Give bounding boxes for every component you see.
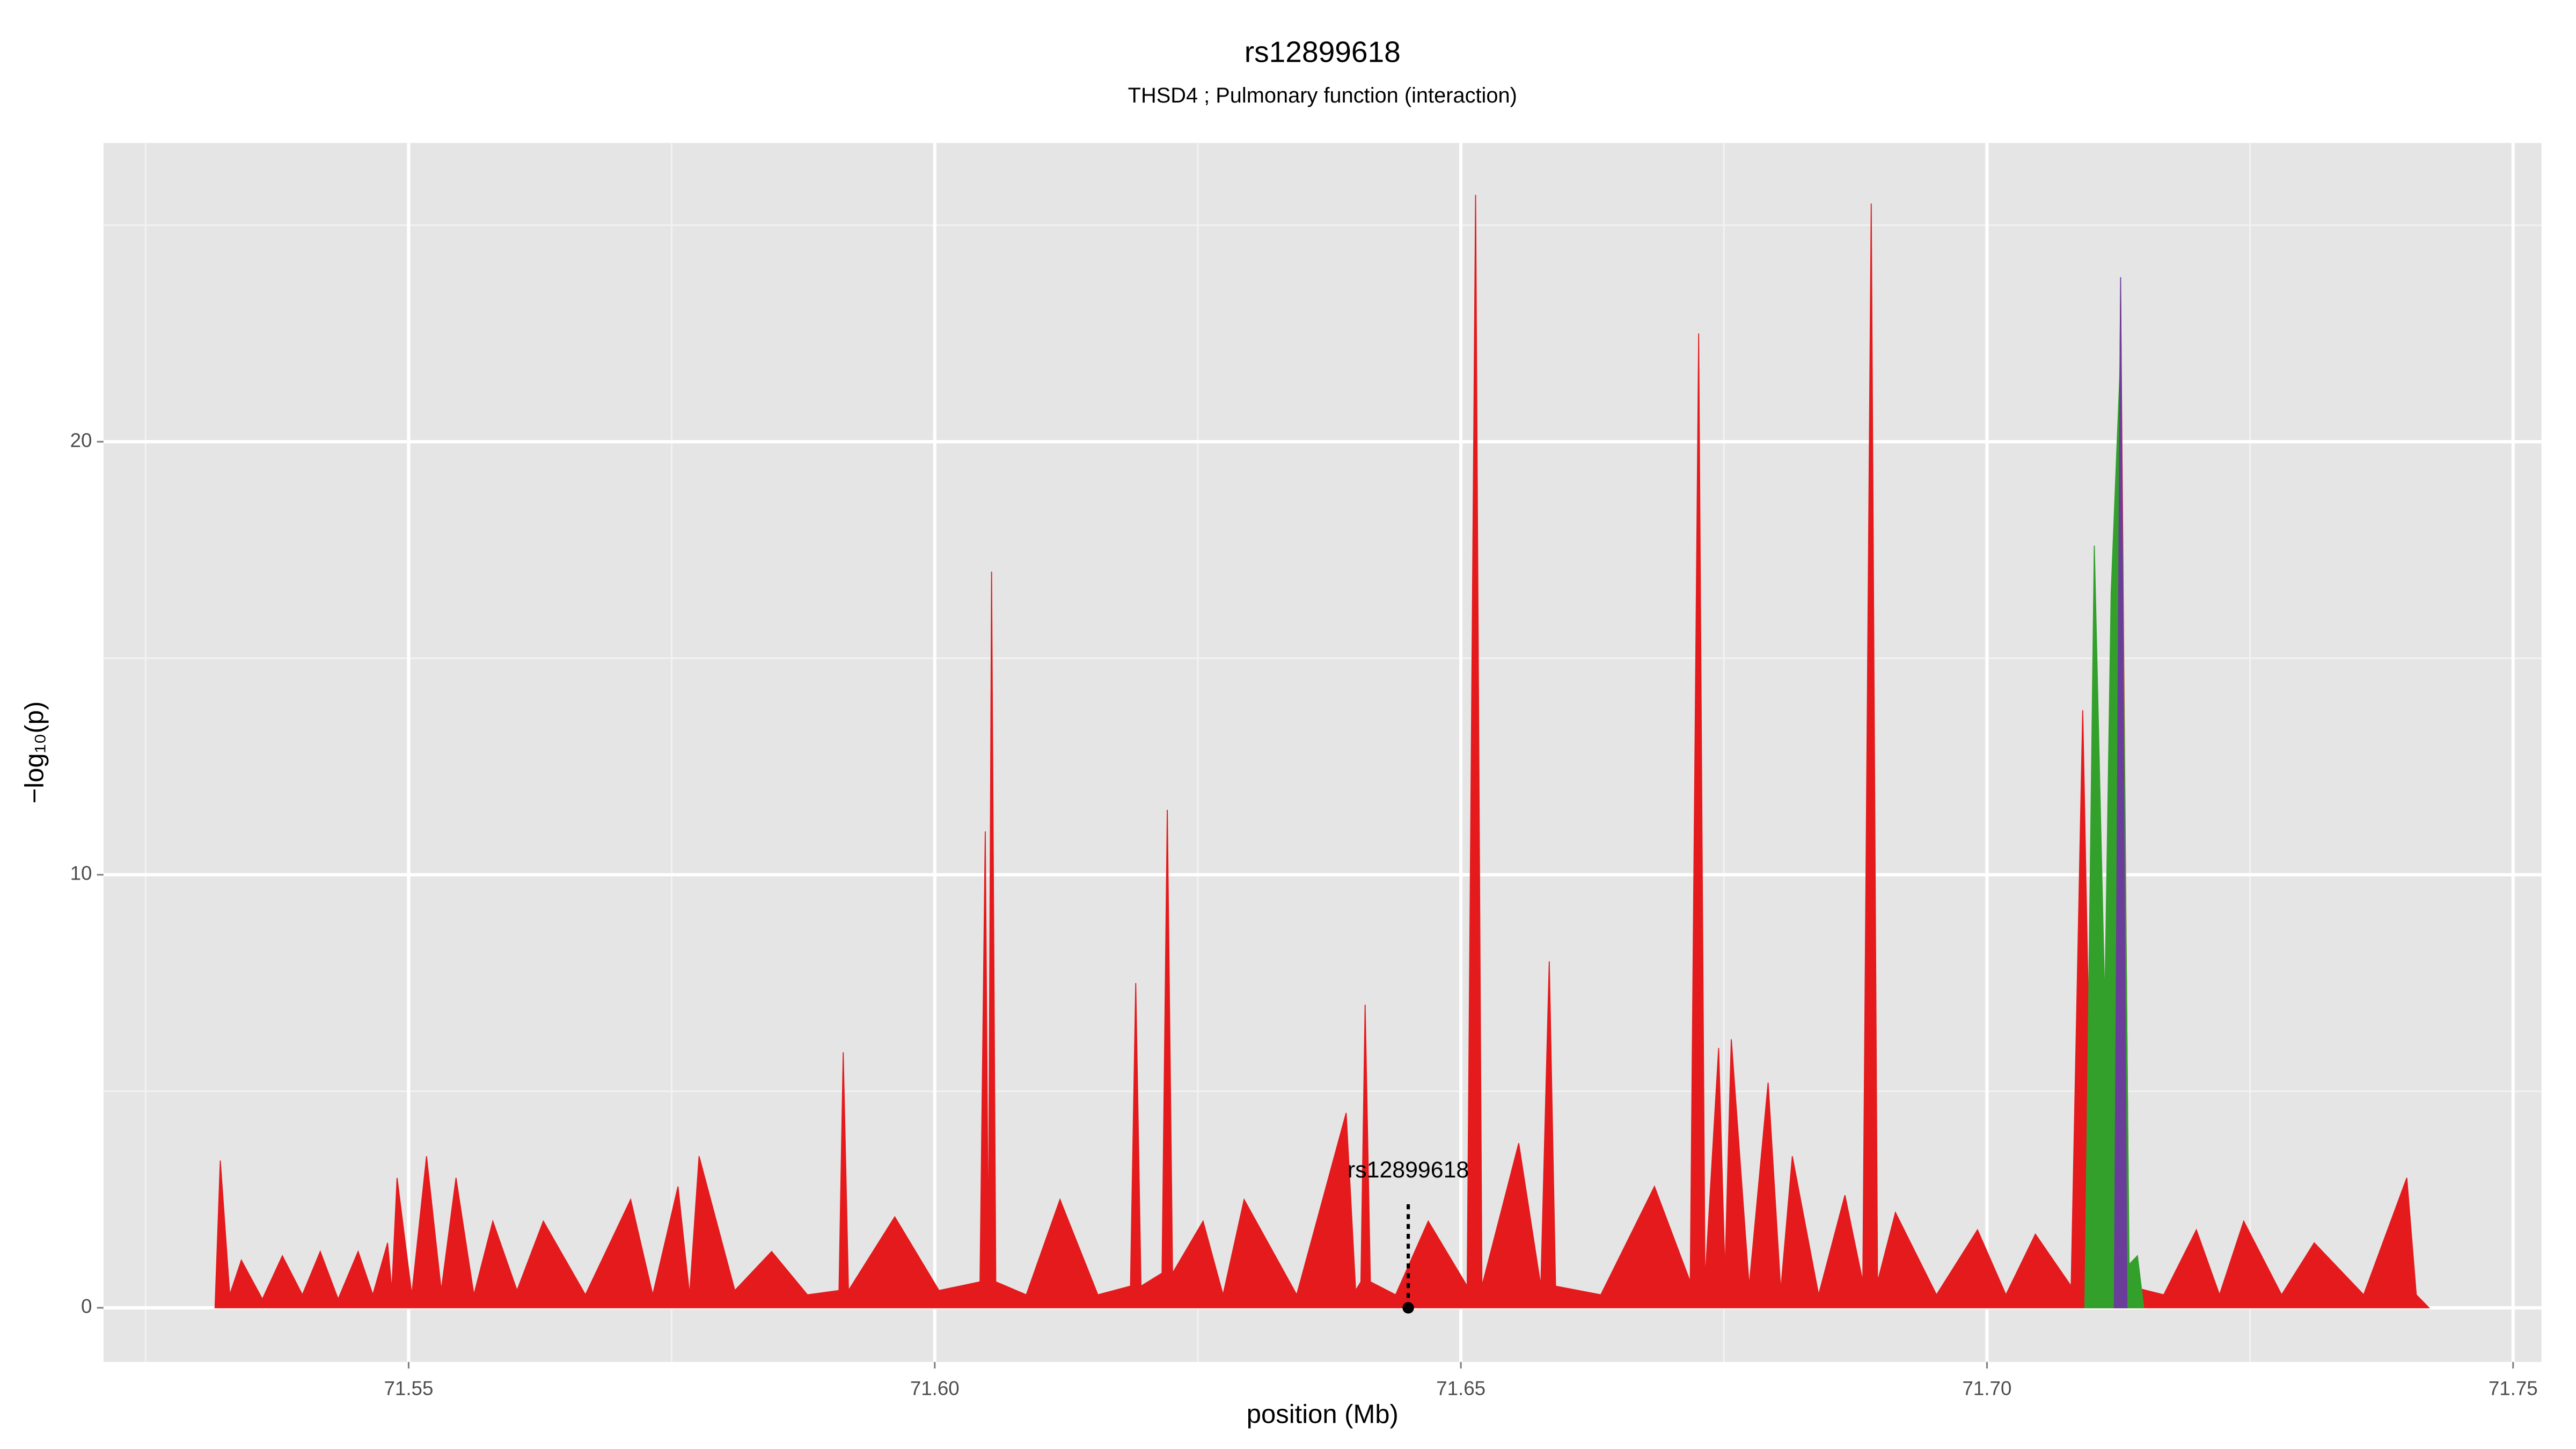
plot-panel [103,143,2542,1362]
area [214,195,2431,1308]
chart-subtitle: THSD4 ; Pulmonary function (interaction) [1128,84,1517,107]
chart-title: rs12899618 [1245,35,1401,69]
x-tick-label: 71.60 [910,1377,960,1399]
annotation-point [1402,1302,1414,1314]
y-tick-label: 10 [70,862,92,884]
y-axis-label: −log₁₀(p) [20,701,49,804]
y-tick-label: 0 [81,1296,92,1318]
y-tick-label: 20 [70,429,92,451]
x-axis-label: position (Mb) [1247,1400,1399,1429]
annotation-label: rs12899618 [1348,1157,1469,1183]
x-tick-label: 71.55 [384,1377,434,1399]
x-tick-label: 71.75 [2489,1377,2538,1399]
x-tick-label: 71.65 [1436,1377,1485,1399]
area [2113,277,2128,1308]
x-tick-label: 71.70 [1962,1377,2011,1399]
